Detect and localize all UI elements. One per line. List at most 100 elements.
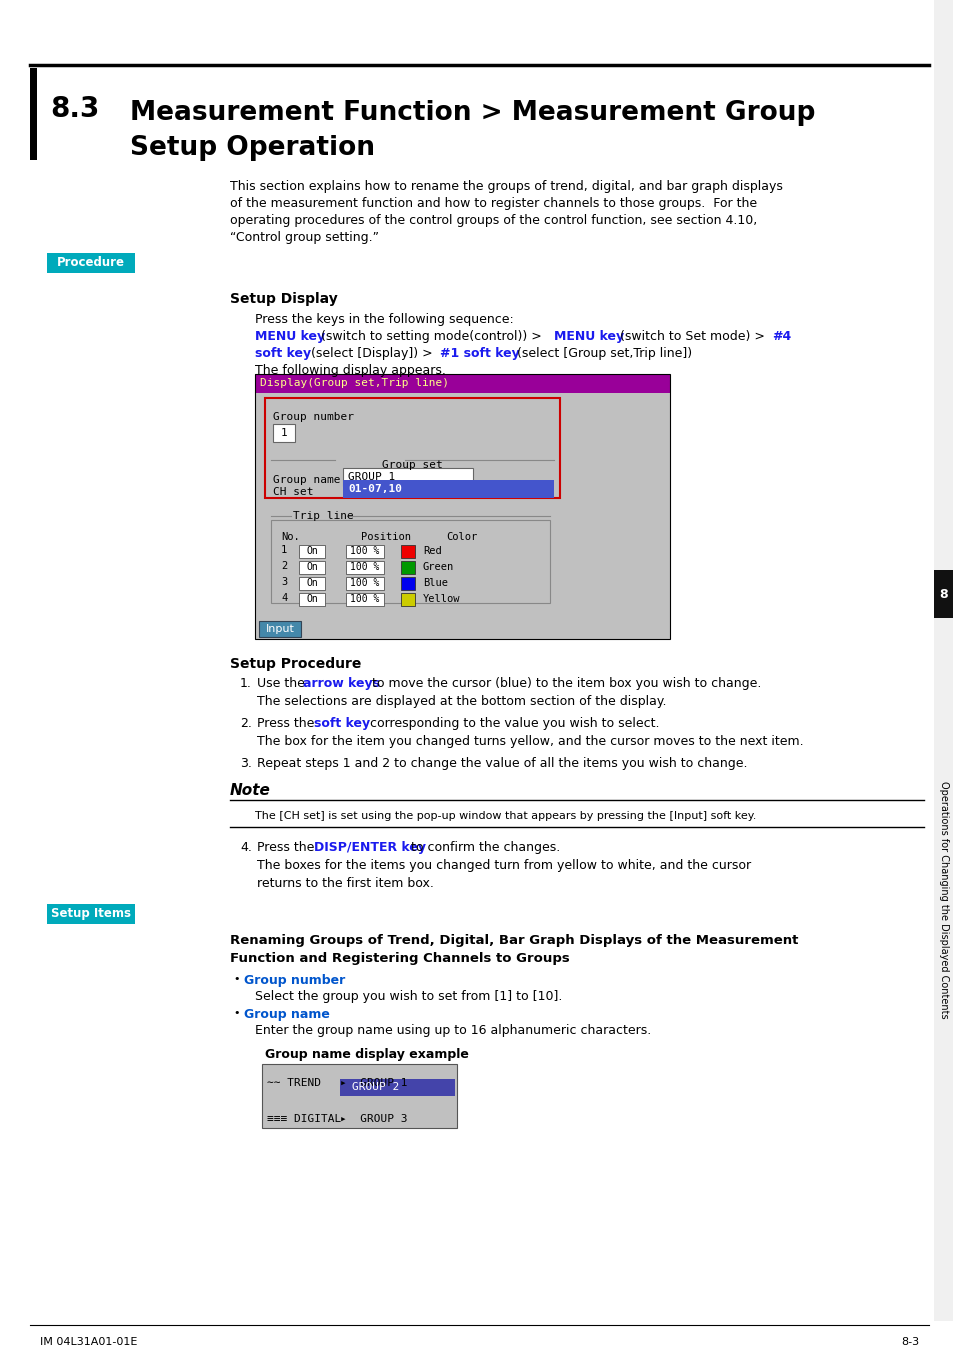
Bar: [258, 621, 301, 638]
Text: to move the cursor (blue) to the item box you wish to change.: to move the cursor (blue) to the item bo…: [368, 677, 760, 690]
Text: 01-07,10: 01-07,10: [348, 484, 401, 494]
Text: ▸  GROUP 1: ▸ GROUP 1: [339, 1078, 407, 1088]
Text: (select [Group set,Trip line]): (select [Group set,Trip line]): [513, 347, 691, 359]
Text: Blue: Blue: [422, 578, 448, 589]
Text: returns to the first item box.: returns to the first item box.: [256, 877, 434, 890]
Bar: [339, 1079, 455, 1096]
Text: 8-3: 8-3: [900, 1337, 918, 1347]
Bar: [346, 544, 384, 558]
Bar: [400, 561, 415, 574]
Text: On: On: [306, 562, 317, 573]
Bar: [343, 480, 554, 499]
Text: (switch to Set mode) >: (switch to Set mode) >: [616, 330, 768, 343]
Text: 100 %: 100 %: [350, 578, 379, 589]
Text: 100 %: 100 %: [350, 594, 379, 604]
Text: (switch to setting mode(control)) >: (switch to setting mode(control)) >: [316, 330, 545, 343]
Bar: [343, 467, 473, 486]
Text: ▸  GROUP 3: ▸ GROUP 3: [339, 1115, 407, 1124]
Text: The following display appears.: The following display appears.: [254, 363, 445, 377]
Text: Group name: Group name: [273, 476, 340, 485]
Text: 100 %: 100 %: [350, 562, 379, 573]
Text: to confirm the changes.: to confirm the changes.: [407, 842, 559, 854]
Text: 8.3: 8.3: [50, 95, 99, 123]
Text: Setup Procedure: Setup Procedure: [230, 657, 361, 671]
Text: Enter the group name using up to 16 alphanumeric characters.: Enter the group name using up to 16 alph…: [254, 1024, 651, 1038]
Text: arrow keys: arrow keys: [303, 677, 379, 690]
Text: Note: Note: [230, 784, 271, 798]
Bar: [47, 253, 135, 273]
Text: 8: 8: [939, 588, 947, 600]
Text: soft key: soft key: [314, 717, 370, 730]
Text: Trip line: Trip line: [293, 511, 354, 521]
Text: ∼∼ TREND: ∼∼ TREND: [267, 1078, 320, 1088]
Text: The boxes for the items you changed turn from yellow to white, and the cursor: The boxes for the items you changed turn…: [256, 859, 750, 871]
Text: 3: 3: [281, 577, 287, 586]
Text: •: •: [233, 1008, 239, 1019]
Text: #1 soft key: #1 soft key: [439, 347, 519, 359]
Text: MENU key: MENU key: [254, 330, 325, 343]
Text: Procedure: Procedure: [57, 257, 125, 269]
Text: On: On: [306, 594, 317, 604]
Bar: [271, 520, 550, 603]
Text: Select the group you wish to set from [1] to [10].: Select the group you wish to set from [1…: [254, 990, 561, 1002]
Text: IM 04L31A01-01E: IM 04L31A01-01E: [40, 1337, 137, 1347]
Text: DISP/ENTER key: DISP/ENTER key: [314, 842, 426, 854]
Bar: [346, 593, 384, 607]
Text: Yellow: Yellow: [422, 594, 460, 604]
Text: 100 %: 100 %: [350, 547, 379, 557]
Text: Setup Operation: Setup Operation: [130, 135, 375, 161]
Bar: [346, 561, 384, 574]
Bar: [933, 570, 953, 617]
Text: MENU key: MENU key: [554, 330, 623, 343]
Text: 1.: 1.: [240, 677, 252, 690]
Bar: [254, 374, 669, 639]
Text: Measurement Function > Measurement Group: Measurement Function > Measurement Group: [130, 100, 815, 126]
Text: Operations for Changing the Displayed Contents: Operations for Changing the Displayed Co…: [938, 781, 948, 1019]
Bar: [400, 544, 415, 558]
Text: On: On: [306, 578, 317, 589]
Text: No.: No.: [281, 532, 299, 542]
Bar: [400, 577, 415, 590]
Bar: [298, 593, 325, 607]
Text: soft key: soft key: [254, 347, 311, 359]
Bar: [273, 424, 294, 442]
Text: Renaming Groups of Trend, Digital, Bar Graph Displays of the Measurement: Renaming Groups of Trend, Digital, Bar G…: [230, 934, 798, 947]
Bar: [933, 0, 953, 1321]
Text: “Control group setting.”: “Control group setting.”: [230, 231, 378, 245]
Bar: [265, 399, 559, 499]
Text: Press the: Press the: [256, 842, 318, 854]
Text: Repeat steps 1 and 2 to change the value of all the items you wish to change.: Repeat steps 1 and 2 to change the value…: [256, 757, 747, 770]
Text: 1: 1: [281, 544, 287, 555]
Bar: [254, 374, 669, 393]
Text: Setup Items: Setup Items: [51, 908, 131, 920]
Text: #4: #4: [771, 330, 790, 343]
Text: Group name display example: Group name display example: [265, 1048, 468, 1061]
Bar: [262, 1065, 456, 1128]
Text: Use the: Use the: [256, 677, 309, 690]
Text: Group number: Group number: [273, 412, 354, 422]
Text: GROUP 1: GROUP 1: [348, 471, 395, 482]
Text: 3.: 3.: [240, 757, 252, 770]
Text: Press the keys in the following sequence:: Press the keys in the following sequence…: [254, 313, 514, 326]
Text: 4.: 4.: [240, 842, 252, 854]
Text: The box for the item you changed turns yellow, and the cursor moves to the next : The box for the item you changed turns y…: [256, 735, 802, 748]
Bar: [298, 544, 325, 558]
Bar: [346, 577, 384, 590]
Text: Input: Input: [265, 624, 294, 634]
Text: Display(Group set,Trip line): Display(Group set,Trip line): [260, 378, 449, 389]
Text: Color: Color: [446, 532, 476, 542]
Text: Function and Registering Channels to Groups: Function and Registering Channels to Gro…: [230, 952, 569, 965]
Text: Setup Display: Setup Display: [230, 292, 337, 305]
Bar: [298, 577, 325, 590]
Text: 2.: 2.: [240, 717, 252, 730]
Text: Red: Red: [422, 547, 441, 557]
Text: (select [Display]) >: (select [Display]) >: [307, 347, 436, 359]
Text: ≡≡≡ DIGITAL: ≡≡≡ DIGITAL: [267, 1115, 341, 1124]
Text: of the measurement function and how to register channels to those groups.  For t: of the measurement function and how to r…: [230, 197, 757, 209]
Bar: [254, 393, 669, 639]
Text: Green: Green: [422, 562, 454, 573]
Bar: [298, 561, 325, 574]
Text: Group number: Group number: [244, 974, 345, 988]
Text: operating procedures of the control groups of the control function, see section : operating procedures of the control grou…: [230, 213, 757, 227]
Text: On: On: [306, 547, 317, 557]
